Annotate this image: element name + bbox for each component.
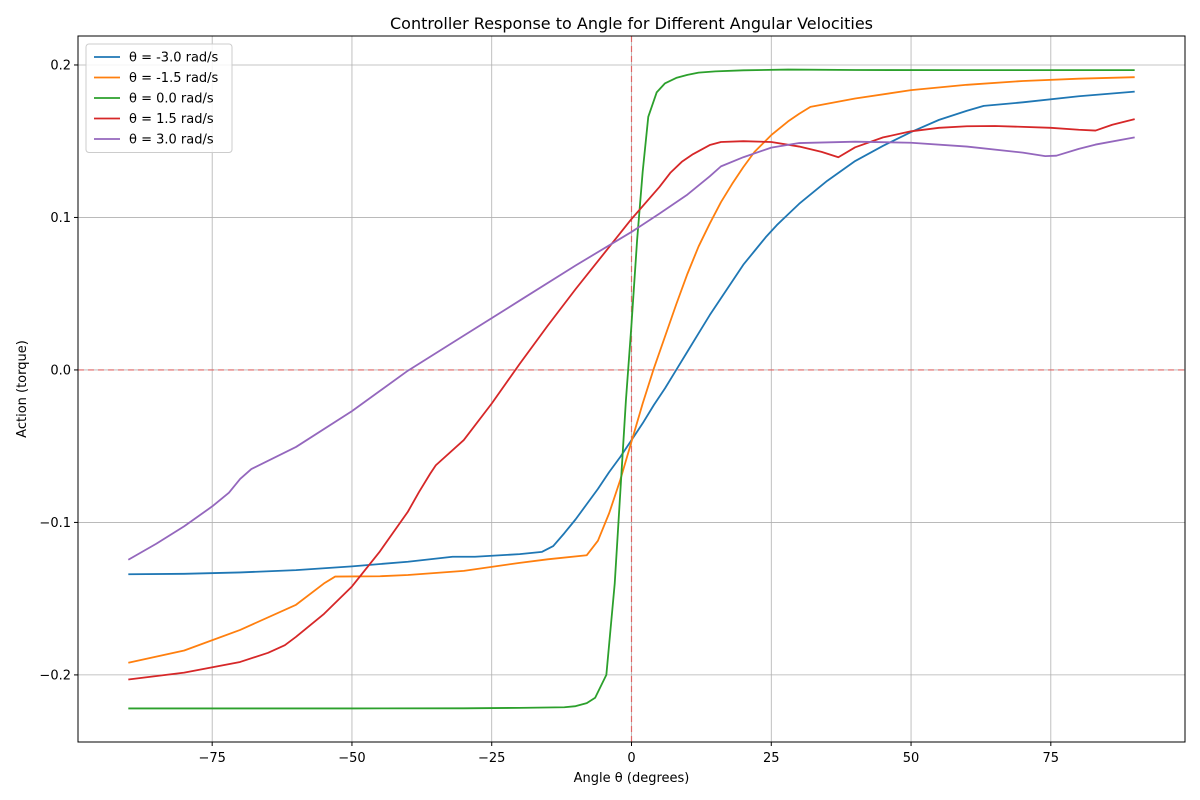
x-tick-label: 0: [627, 751, 635, 766]
x-axis-label: Angle θ (degrees): [574, 771, 690, 786]
x-tick-label: −75: [198, 751, 225, 766]
series-line-2: [128, 68, 1135, 710]
y-tick-label: −0.1: [39, 516, 71, 531]
axis-ticks: −75 −50 −25 0 25 50 75 −0.2 −0.1 0.0 0.1 0.2: [39, 58, 1059, 766]
legend-label: θ = -3.0 rad/s: [129, 51, 219, 66]
reference-lines: [78, 36, 1185, 742]
series-line-3: [128, 118, 1135, 681]
x-tick-label: −50: [338, 751, 365, 766]
legend-label: θ = 1.5 rad/s: [129, 112, 214, 127]
series-line-0: [128, 90, 1135, 576]
legend-label: θ = 0.0 rad/s: [129, 92, 214, 107]
series-line-1: [128, 76, 1135, 664]
x-tick-label: −25: [478, 751, 505, 766]
legend-box: [85, 43, 233, 153]
y-axis-label: Action (torque): [15, 340, 30, 438]
y-tick-label: 0.2: [50, 58, 71, 73]
y-tick-label: 0.0: [50, 363, 71, 378]
y-tick-label: −0.2: [39, 668, 71, 683]
x-tick-label: 50: [903, 751, 920, 766]
x-tick-label: 75: [1043, 751, 1060, 766]
legend-label: θ = 3.0 rad/s: [129, 133, 214, 148]
series-line-4: [127, 136, 1135, 561]
legend-label: θ = -1.5 rad/s: [129, 71, 219, 86]
y-tick-label: 0.1: [50, 211, 71, 226]
chart-title: Controller Response to Angle for Differe…: [390, 14, 873, 33]
series-lines: [127, 68, 1135, 710]
legend: θ = -3.0 rad/s θ = -1.5 rad/s θ = 0.0 rad/…: [85, 43, 233, 153]
x-tick-label: 25: [763, 751, 780, 766]
